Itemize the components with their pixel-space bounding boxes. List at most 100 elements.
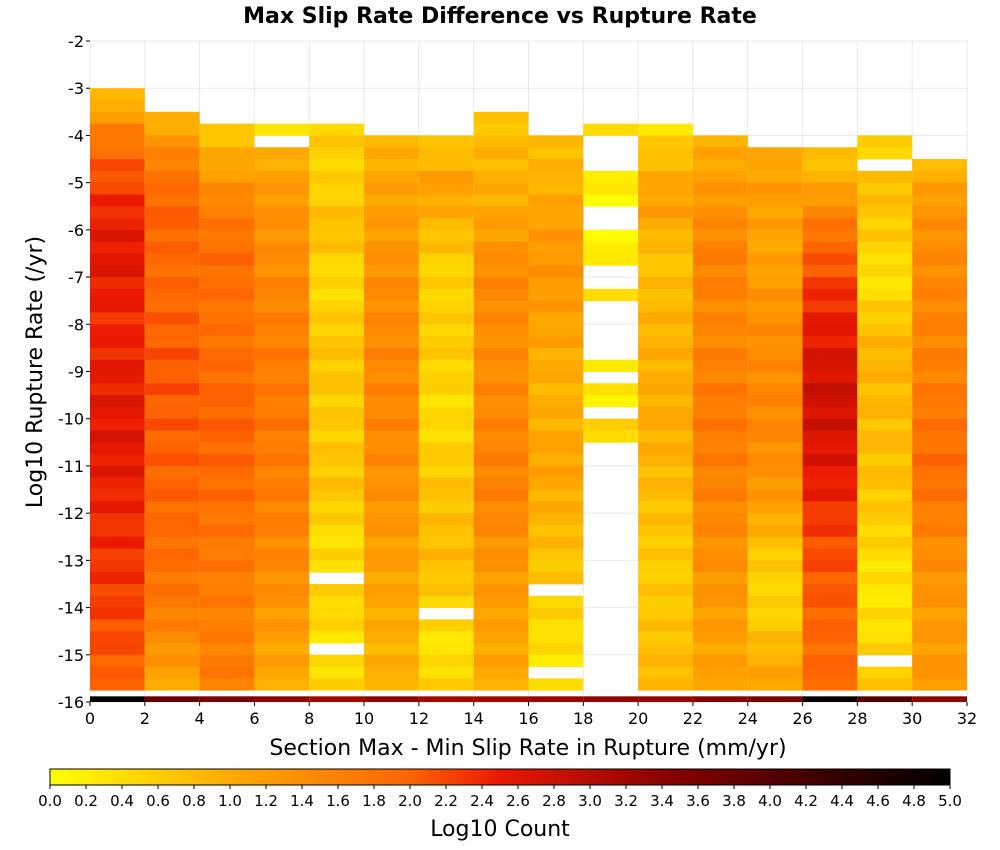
heatmap-cell [802,347,858,361]
heatmap-cell [692,371,748,384]
heatmap-cell [364,489,419,502]
heatmap-cell [912,336,967,349]
heatmap-cell [528,347,584,361]
heatmap-cell [802,241,858,254]
heatmap-cell [90,147,145,160]
heatmap-cell [364,477,419,490]
heatmap-cell [638,300,693,313]
heatmap-cell [528,642,584,656]
heatmap-cell [90,135,145,148]
heatmap-cell [90,642,145,656]
heatmap-cell [473,206,529,219]
heatmap-cell [473,454,529,467]
heatmap-cell [199,253,255,266]
heatmap-cell [254,359,310,372]
heatmap-cell [857,359,913,372]
heatmap-cell [199,206,255,219]
heatmap-cell [528,312,584,325]
heatmap-cell [90,654,145,667]
heatmap-cell [144,418,200,431]
heatmap-cell [692,253,748,266]
heatmap-cell [638,430,693,443]
heatmap-cell [473,477,529,490]
heatmap-cell [473,265,529,278]
y-axis-title: Log10 Rupture Rate (/yr) [23,236,48,508]
heatmap-cell [857,477,913,490]
heatmap-cell [747,147,803,160]
heatmap-cell [199,631,255,644]
heatmap-cell [418,642,474,656]
heatmap-cell [254,324,310,337]
x-tick-label: 8 [304,709,314,728]
heatmap-cell [912,524,967,538]
heatmap-cell [473,182,529,195]
heatmap-cell [199,135,255,148]
heatmap-cell [309,135,365,148]
heatmap-cell [144,253,200,266]
heatmap-cell [912,513,967,526]
heatmap-cell [254,654,310,667]
heatmap-cell [90,666,145,679]
heatmap-cell [364,548,419,561]
heatmap-cell [912,324,967,337]
heatmap-cell [802,560,858,573]
heatmap-cell [692,159,748,172]
heatmap-cell [309,336,365,349]
x-axis-title: Section Max - Min Slip Rate in Rupture (… [269,736,786,761]
heatmap-cell [144,678,200,691]
colorbar-tick-label: 4.8 [902,792,926,810]
heatmap-cell [90,170,145,184]
heatmap-cell [418,513,474,526]
heatmap-cell [364,135,419,148]
heatmap-cell [199,265,255,278]
heatmap-cell [857,395,913,408]
heatmap-cell [747,300,803,313]
heatmap-cell [473,501,529,514]
heatmap-cell [418,371,474,384]
heatmap-cell [692,678,748,691]
heatmap-cell [857,524,913,538]
heatmap-cell [912,548,967,561]
heatmap-cell [418,477,474,490]
heatmap-cell [418,218,474,231]
heatmap-cell [254,607,310,620]
heatmap-cell [912,560,967,573]
heatmap-cell [692,501,748,514]
heatmap-cell [583,395,639,408]
x-tick-label: 28 [847,709,867,728]
heatmap-cell [309,359,365,372]
heatmap-cell [418,324,474,337]
heatmap-cell [747,465,803,479]
heatmap-cell [747,607,803,620]
heatmap-cell [583,123,639,136]
heatmap-cell [309,265,365,278]
heatmap-cell [802,194,858,207]
heatmap-cell [418,312,474,325]
heatmap-floor-cell [90,696,145,702]
heatmap-cell [692,454,748,467]
heatmap-cell [528,135,584,148]
heatmap-cell [638,336,693,349]
heatmap-cell [638,383,693,396]
heatmap-cell [309,595,365,608]
heatmap-cell [144,194,200,207]
heatmap-cell [473,395,529,408]
heatmap-cell [528,159,584,172]
heatmap-cell [418,406,474,420]
heatmap-cell [254,371,310,384]
heatmap-cell [418,666,474,679]
heatmap-cell [857,595,913,608]
heatmap-cell [747,489,803,502]
heatmap-cell [199,442,255,455]
heatmap-cell [473,654,529,667]
heatmap-cell [90,88,145,101]
heatmap-cell [254,265,310,278]
heatmap-cell [90,383,145,396]
heatmap-cell [364,218,419,231]
heatmap-cell [857,442,913,455]
heatmap-cell [364,654,419,667]
y-tick-label: -6 [68,221,84,240]
heatmap-cell [692,595,748,608]
x-tick-label: 2 [140,709,150,728]
heatmap-cell [473,583,529,597]
